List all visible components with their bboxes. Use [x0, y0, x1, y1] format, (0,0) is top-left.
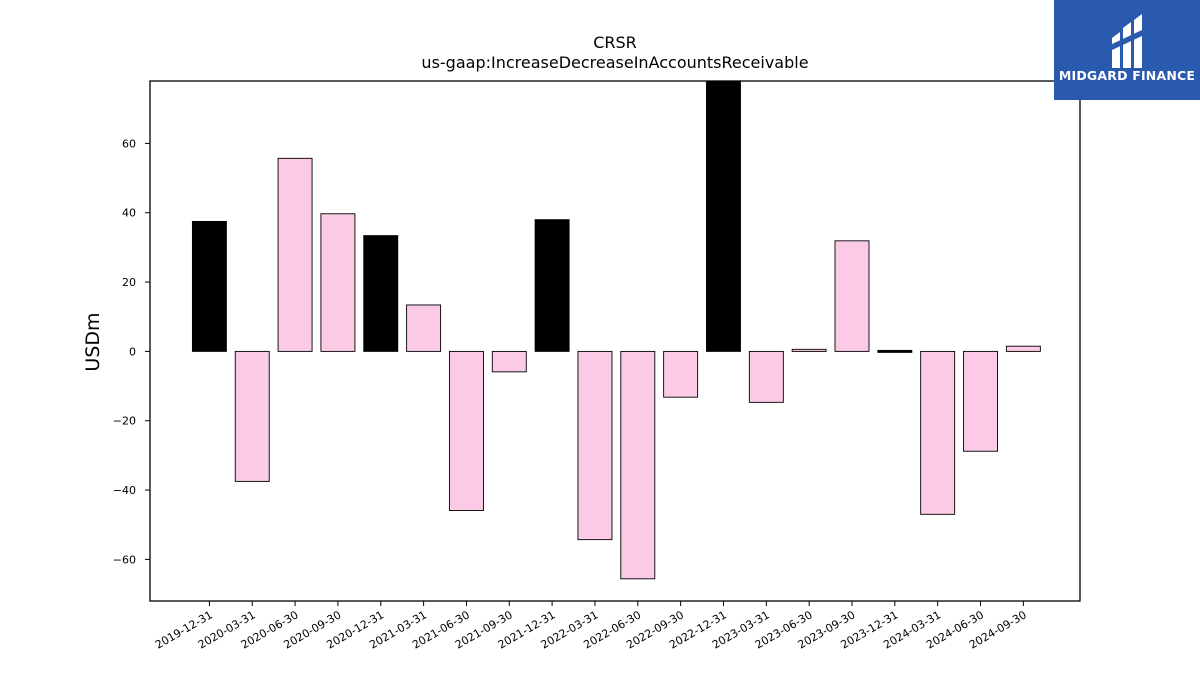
bar-2020-06-30 [277, 157, 313, 352]
y-axis: −60 −40 −20 0 20 40 60 [113, 137, 150, 566]
y-tick-label: 0 [129, 345, 136, 358]
logo-text: MIDGARD FINANCE [1058, 68, 1196, 83]
y-tick-label: 20 [122, 276, 136, 289]
plot-frame [149, 80, 1081, 602]
y-tick-label: −20 [113, 415, 136, 428]
bar-2020-12-31 [363, 235, 399, 352]
bar-2019-12-31 [191, 220, 227, 352]
chart-subtitle: us-gaap:IncreaseDecreaseInAccountsReceiv… [421, 53, 808, 72]
y-tick-label: 60 [122, 137, 136, 150]
chart-title: CRSR [593, 33, 637, 52]
x-axis: 2019-12-312020-03-312020-06-302020-09-30… [153, 601, 1029, 652]
bar-2020-09-30 [320, 213, 356, 352]
y-axis-label: USDm [82, 312, 104, 371]
bar-2024-09-30 [1005, 345, 1041, 352]
bar-2024-06-30 [963, 350, 998, 452]
brand-logo: MIDGARD FINANCE [1054, 0, 1200, 100]
bar-2021-09-30 [491, 350, 527, 373]
bars-group [191, 80, 1041, 580]
bar-2022-06-30 [620, 350, 656, 580]
bar-2023-09-30 [834, 240, 870, 352]
bar-2021-03-31 [406, 304, 442, 352]
y-tick-label: 40 [122, 207, 136, 220]
bar-2022-12-31 [706, 80, 741, 352]
y-tick-label: −40 [113, 484, 136, 497]
bar-2023-12-31 [877, 349, 913, 353]
bar-2023-03-31 [748, 350, 784, 403]
y-tick-label: −60 [113, 553, 136, 566]
bar-2022-03-31 [577, 350, 613, 541]
bar-2021-06-30 [448, 350, 484, 511]
bar-2022-09-30 [663, 350, 699, 398]
bar-2021-12-31 [534, 219, 570, 352]
logo-mark-icon [1112, 14, 1142, 68]
bar-2023-06-30 [791, 348, 827, 352]
bar-2020-03-31 [234, 350, 270, 482]
bar-2024-03-31 [920, 350, 956, 515]
